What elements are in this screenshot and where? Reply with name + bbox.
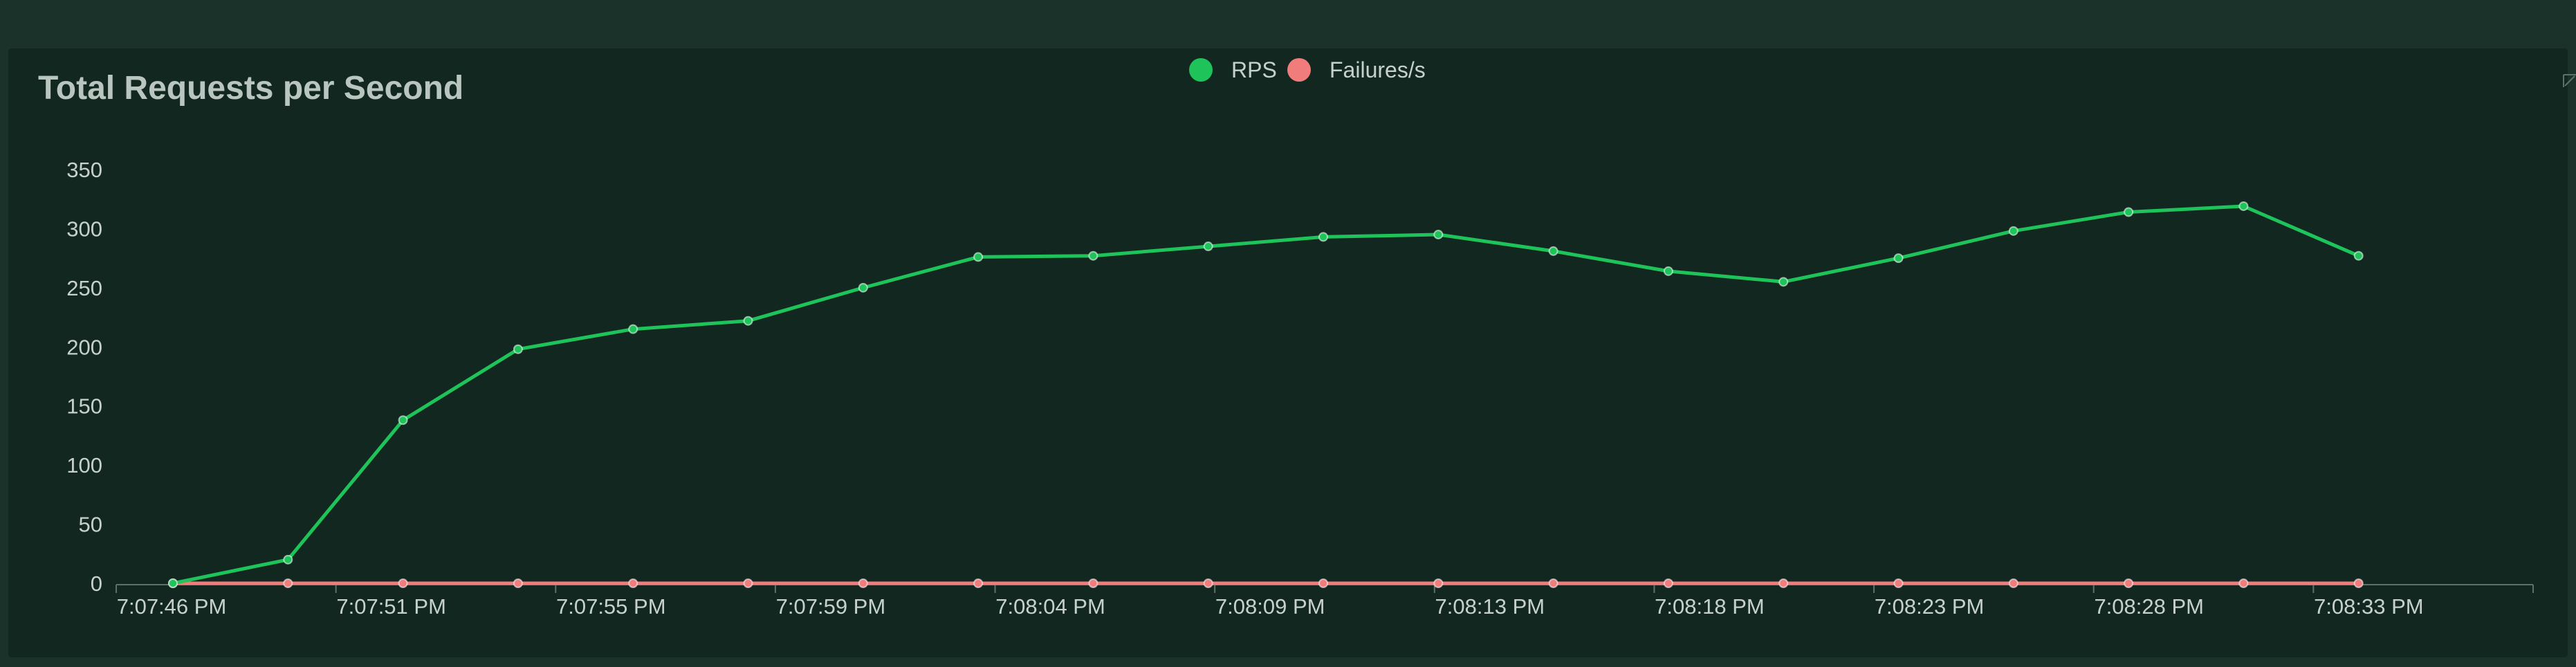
failures-data-point — [1318, 578, 1328, 588]
legend: RPS Failures/s — [1189, 57, 1426, 82]
x-tick-label: 7:07:55 PM — [556, 594, 666, 619]
rps-data-point — [1548, 246, 1558, 256]
x-tick-label: 7:08:28 PM — [2094, 594, 2204, 619]
rps-data-point — [743, 316, 753, 326]
failures-data-point — [1548, 578, 1558, 588]
rps-data-point — [2124, 207, 2134, 217]
failures-data-point — [513, 578, 523, 588]
x-tick-label: 7:07:59 PM — [776, 594, 886, 619]
legend-marker — [1189, 58, 1213, 82]
failures-data-point — [858, 578, 868, 588]
y-tick-label: 200 — [66, 335, 102, 359]
legend-label: Failures/s — [1330, 57, 1426, 82]
x-tick-label: 7:08:23 PM — [1875, 594, 1985, 619]
rps-data-point — [513, 344, 523, 354]
rps-data-point — [1318, 232, 1328, 242]
legend-marker — [1287, 58, 1311, 82]
resize-corner-icon[interactable] — [2563, 74, 2576, 87]
rps-data-point — [1088, 250, 1098, 261]
y-tick-label: 100 — [66, 453, 102, 477]
x-tick-label: 7:08:18 PM — [1655, 594, 1765, 619]
x-tick-label: 7:08:09 PM — [1215, 594, 1325, 619]
failures-data-point — [283, 578, 293, 588]
x-tick-label: 7:07:46 PM — [117, 594, 227, 619]
y-axis: 0 50 100 150 200 250 300 350 — [66, 158, 102, 596]
y-tick-label: 300 — [66, 217, 102, 241]
rps-data-point — [858, 282, 868, 293]
y-tick-label: 0 — [91, 572, 102, 596]
failures-data-point — [2008, 578, 2018, 588]
x-tick-label: 7:08:33 PM — [2314, 594, 2424, 619]
failures-data-point — [1088, 578, 1098, 588]
y-tick-label: 50 — [79, 513, 102, 537]
failures-data-point — [973, 578, 984, 588]
x-axis: 7:07:46 PM 7:07:51 PM 7:07:55 PM 7:07:59 PM… — [116, 584, 2534, 619]
rps-data-point — [1778, 277, 1789, 287]
rps-data-point — [2238, 201, 2249, 211]
x-tick-label: 7:08:13 PM — [1435, 594, 1545, 619]
chart-panel — [8, 48, 2568, 657]
failures-data-point — [1433, 578, 1444, 588]
y-tick-label: 150 — [66, 394, 102, 419]
failures-data-point — [398, 578, 408, 588]
legend-label: RPS — [1231, 57, 1277, 82]
rps-data-point — [1433, 229, 1444, 239]
failures-data-point — [2238, 578, 2249, 588]
failures-data-point — [628, 578, 638, 588]
rps-data-point — [1663, 266, 1673, 276]
legend-item-failures[interactable]: Failures/s — [1287, 57, 1426, 82]
failures-data-point — [1203, 578, 1213, 588]
rps-data-point — [2353, 250, 2364, 261]
rps-data-point — [1203, 241, 1213, 252]
y-tick-label: 250 — [66, 276, 102, 300]
failures-data-point — [2353, 578, 2364, 588]
rps-data-point — [398, 415, 408, 426]
rps-data-point — [168, 578, 178, 588]
series-layer — [168, 201, 2364, 588]
failures-data-point — [743, 578, 753, 588]
y-tick-label: 350 — [66, 158, 102, 182]
rps-data-point — [973, 252, 984, 262]
failures-data-point — [1778, 578, 1789, 588]
rps-data-point — [2008, 226, 2018, 236]
legend-item-rps[interactable]: RPS — [1189, 57, 1277, 82]
rps-data-point — [628, 324, 638, 334]
failures-data-point — [1893, 578, 1904, 588]
x-tick-label: 7:08:04 PM — [995, 594, 1105, 619]
rps-data-point — [283, 554, 293, 565]
rps-series-line — [171, 204, 2361, 585]
x-tick-label: 7:07:51 PM — [336, 594, 446, 619]
failures-data-point — [2124, 578, 2134, 588]
chart-title: Total Requests per Second — [38, 70, 463, 107]
rps-data-point — [1893, 253, 1904, 264]
failures-data-point — [1663, 578, 1673, 588]
